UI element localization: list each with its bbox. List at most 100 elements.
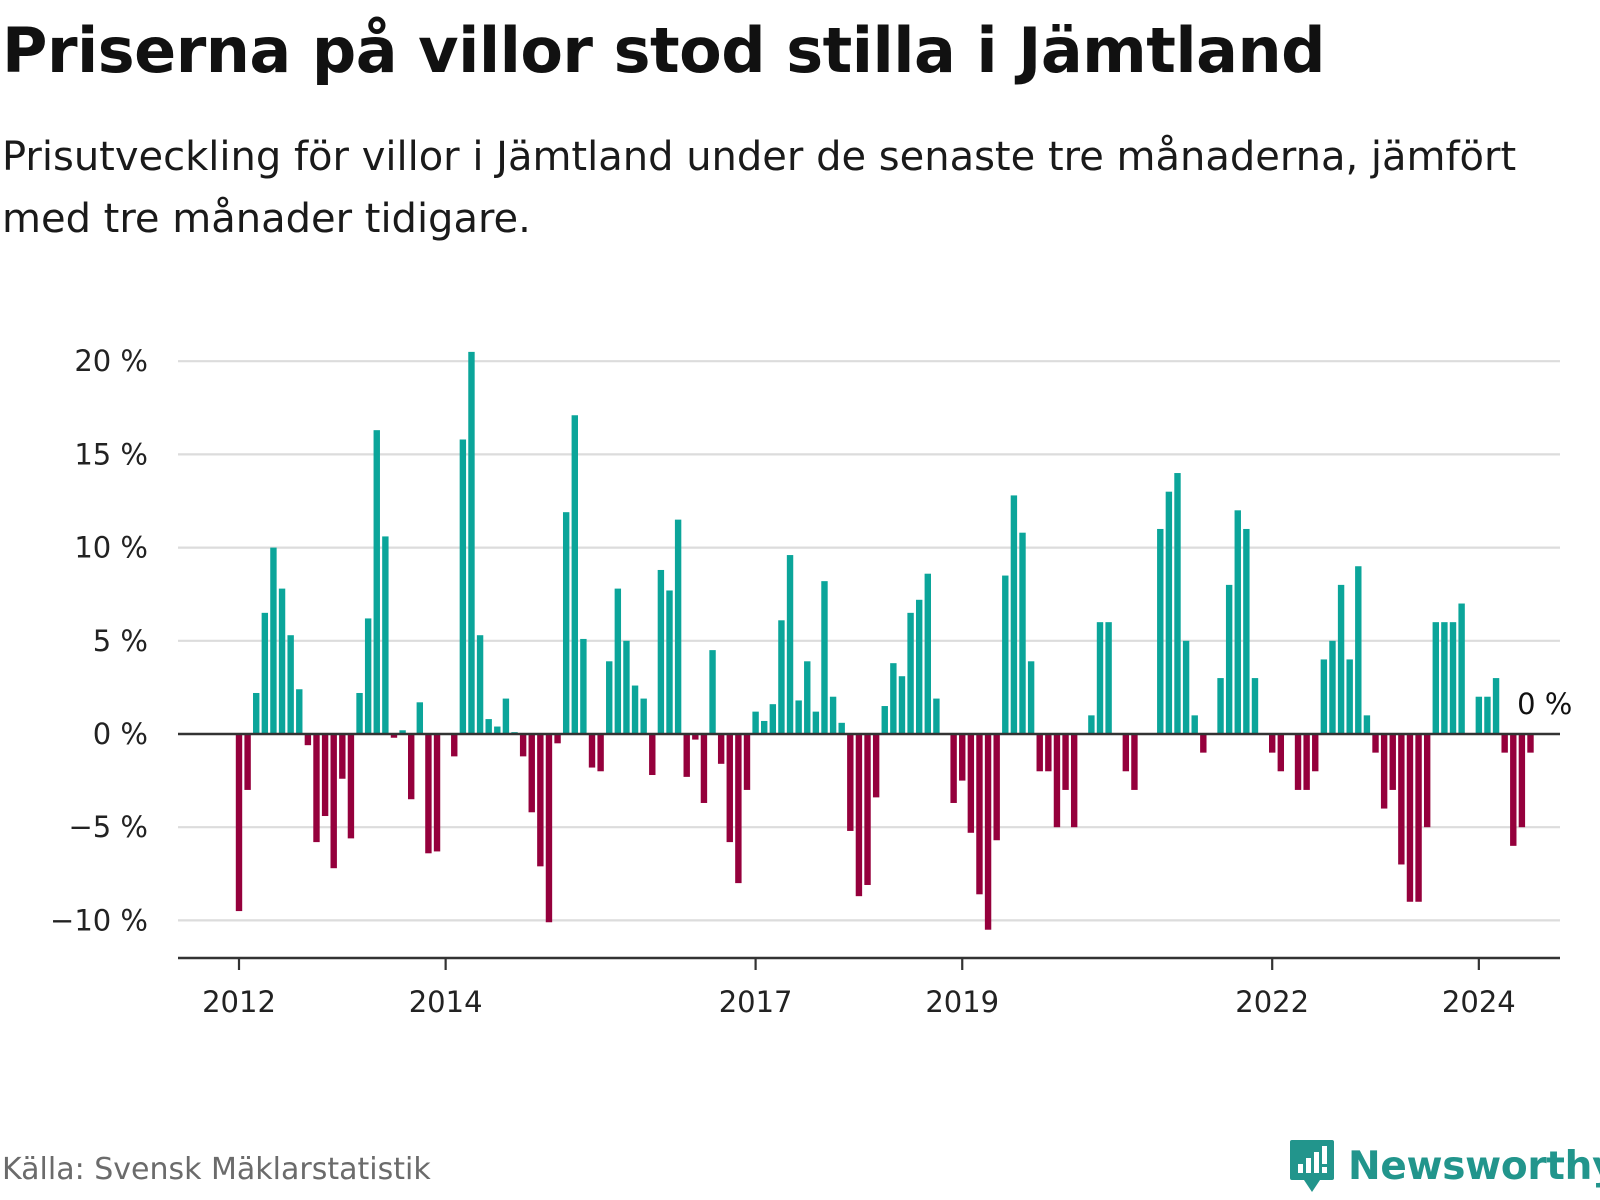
- bar: [1372, 734, 1379, 753]
- x-tick-label: 2019: [925, 985, 999, 1019]
- bar: [1432, 622, 1439, 734]
- bar: [1423, 734, 1431, 828]
- y-tick-label: 20 %: [74, 344, 148, 378]
- bar: [769, 704, 777, 734]
- bar: [1510, 734, 1517, 846]
- bar: [1182, 640, 1190, 734]
- bar: [812, 711, 820, 734]
- bar: [1527, 734, 1534, 753]
- bar: [1002, 575, 1009, 734]
- bar: [1363, 715, 1371, 734]
- bar: [278, 588, 286, 734]
- bar: [1027, 661, 1035, 734]
- bar: [468, 351, 475, 734]
- bar: [347, 734, 355, 839]
- bar: [459, 439, 467, 734]
- bar: [1174, 473, 1181, 734]
- bar: [1131, 734, 1138, 790]
- bar: [1217, 678, 1224, 734]
- y-tick-label: −10 %: [50, 903, 148, 937]
- bar: [993, 734, 1000, 841]
- bar: [545, 734, 553, 923]
- brand-name: Newsworthy: [1348, 1143, 1600, 1189]
- bar: [571, 415, 578, 734]
- bar: [382, 536, 389, 734]
- chart-title: Priserna på villor stod stilla i Jämtlan…: [2, 14, 1326, 87]
- x-tick-label: 2012: [202, 985, 276, 1019]
- bar: [1398, 734, 1405, 865]
- newsworthy-logo-icon: [1290, 1140, 1334, 1192]
- bar: [1492, 678, 1500, 734]
- bar: [924, 573, 931, 734]
- bar: [261, 612, 269, 734]
- bar: [752, 711, 759, 734]
- bar: [1251, 678, 1259, 734]
- bar: [1320, 659, 1328, 734]
- bar: [1269, 734, 1276, 753]
- bar: [1449, 622, 1457, 734]
- bar: [1441, 622, 1448, 734]
- bar: [735, 734, 742, 884]
- bar: [683, 734, 690, 777]
- bar: [270, 547, 277, 734]
- bar: [1294, 734, 1302, 790]
- bar: [1415, 734, 1422, 902]
- bar: [1277, 734, 1285, 772]
- y-tick-label: 0 %: [93, 717, 148, 751]
- bar: [1337, 584, 1345, 734]
- y-tick-label: −5 %: [68, 810, 148, 844]
- bar: [623, 640, 630, 734]
- bar: [692, 734, 699, 740]
- bar: [1088, 715, 1095, 734]
- bar: [253, 692, 260, 734]
- x-tick-label: 2022: [1235, 985, 1309, 1019]
- bar: [1234, 510, 1241, 734]
- bar: [1380, 734, 1388, 809]
- bar: [408, 734, 415, 800]
- x-tick-label: 2014: [409, 985, 483, 1019]
- bar: [1165, 491, 1173, 734]
- bar: [657, 569, 665, 734]
- bar: [304, 734, 312, 746]
- bar: [761, 720, 768, 734]
- bar: [984, 734, 992, 930]
- bar: [804, 661, 811, 734]
- bar: [872, 734, 880, 798]
- bar: [1225, 584, 1233, 734]
- bar: [1191, 715, 1198, 734]
- bar: [855, 734, 863, 897]
- bar: [717, 734, 725, 764]
- bar: [915, 599, 923, 734]
- bar: [1303, 734, 1310, 790]
- bar: [890, 663, 897, 734]
- bar: [674, 519, 682, 734]
- bar: [881, 706, 888, 734]
- bar: [580, 638, 587, 734]
- y-tick-label: 10 %: [74, 531, 148, 565]
- bar: [1243, 528, 1250, 734]
- bar: [554, 734, 561, 744]
- bar: [743, 734, 751, 790]
- x-tick-label: 2024: [1442, 985, 1516, 1019]
- bar: [588, 734, 596, 768]
- bar: [795, 700, 802, 734]
- bar: [235, 734, 243, 912]
- bar: [950, 734, 957, 803]
- x-axis-labels: 2012 2014 2017 2019 2022 2024: [202, 958, 1516, 1019]
- bar: [451, 734, 458, 757]
- bar: [1105, 622, 1112, 734]
- bar: [399, 730, 406, 734]
- bar-chart: 20 % 15 % 10 % 5 % 0 % −5 % −10 % 2012 2014 2017…: [50, 344, 1572, 1019]
- bar: [537, 734, 544, 867]
- bar: [1070, 734, 1078, 828]
- bar: [597, 734, 604, 772]
- bars: [235, 351, 1534, 930]
- bar: [425, 734, 432, 854]
- bar: [1406, 734, 1414, 902]
- bar: [631, 685, 639, 734]
- bar: [364, 618, 372, 734]
- bar: [666, 590, 673, 734]
- bar: [1346, 659, 1353, 734]
- bar: [356, 692, 363, 734]
- bar: [709, 650, 716, 734]
